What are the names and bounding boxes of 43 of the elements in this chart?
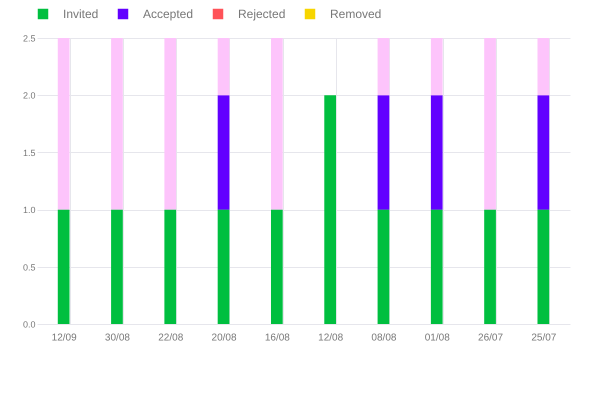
- bar: [324, 95, 336, 324]
- legend-label: Invited: [63, 7, 98, 21]
- x-tick-label: 08/08: [371, 332, 397, 344]
- x-tick-label: 12/08: [318, 332, 344, 344]
- x-tick-label: 20/08: [212, 332, 237, 344]
- bar: [111, 38, 123, 210]
- bar: [270, 210, 283, 324]
- bar: [218, 95, 230, 210]
- bar: [537, 210, 550, 324]
- bar: [430, 95, 443, 210]
- bar: [218, 210, 230, 324]
- y-tick-label: 1.5: [22, 148, 36, 158]
- x-tick-label: 01/08: [424, 332, 450, 344]
- bar: [484, 38, 496, 210]
- bar: [378, 38, 390, 96]
- bar: [111, 210, 123, 324]
- legend-label: Accepted: [143, 7, 194, 21]
- x-tick-label: 12/09: [52, 332, 78, 344]
- bar: [484, 210, 496, 324]
- legend-label: Rejected: [238, 7, 286, 21]
- y-tick-label: 0.5: [22, 262, 36, 272]
- bar: [537, 95, 550, 210]
- x-tick-label: 16/08: [264, 332, 290, 344]
- x-tick-label: 30/08: [104, 332, 130, 344]
- bar: [430, 38, 443, 96]
- bar: [58, 38, 70, 210]
- bar: [270, 38, 283, 210]
- y-tick-label: 0.0: [22, 320, 36, 330]
- y-tick-label: 2.5: [22, 34, 36, 44]
- x-tick-label: 26/07: [478, 332, 504, 344]
- bar: [58, 210, 70, 324]
- x-tick-label: 25/07: [531, 332, 557, 344]
- bar: [378, 210, 390, 324]
- bar: [537, 38, 550, 96]
- y-tick-label: 2.0: [22, 90, 36, 101]
- legend-label: Removed: [330, 7, 382, 21]
- bar: [164, 210, 176, 324]
- bar: [378, 95, 390, 210]
- y-tick-label: 1.0: [22, 205, 36, 216]
- bar: [430, 210, 443, 324]
- bar: [218, 38, 230, 96]
- bar: [164, 38, 176, 210]
- x-tick-label: 22/08: [158, 332, 184, 344]
